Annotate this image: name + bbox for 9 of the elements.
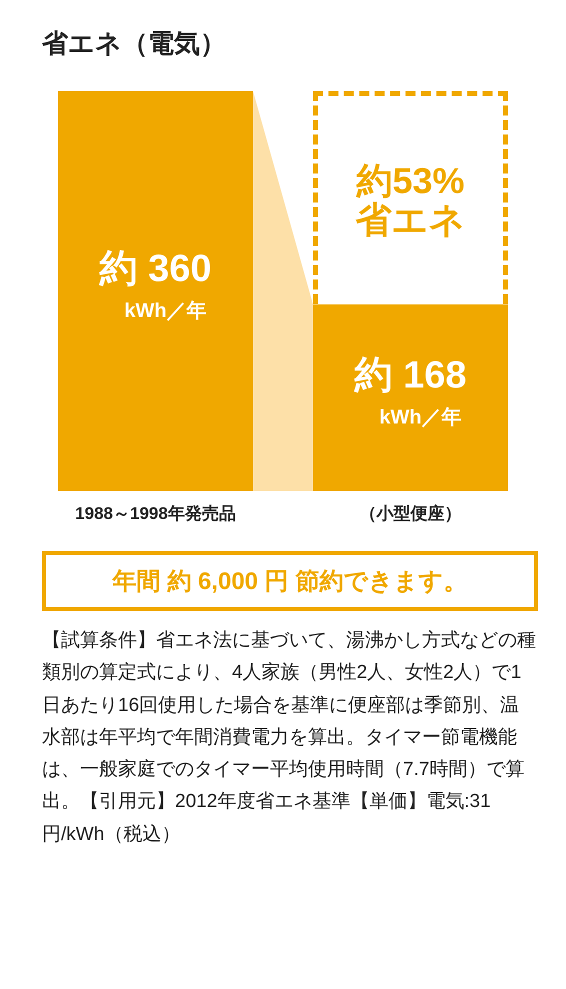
data-label: 約 360 kWh／年 xyxy=(98,248,212,322)
chart-title: 省エネ（電気） xyxy=(41,27,227,60)
data-label: 約 168 kWh／年 xyxy=(354,354,466,429)
dashed-frame: 約53% 省エネ xyxy=(313,91,508,304)
x-tick-label: （小型便座） xyxy=(360,504,462,523)
text: 【試算条件】省エネ法に基づいて、湯沸かし方式などの種類別の算定式により、4人家族（男性2人、女性2人）で1日あたり16回使用した場合を基準に便座部は季節別、温水部は年平均で年間消費電力を算出。タイマー節電機能は、一般家庭でのタイマー平均使用時間（7.7時間）で算出。【引用元】2012年度省エネ基準【単価】電気:31円/kWh（税込） xyxy=(42,629,537,847)
text: 年間 約 6,000 円 節約できます。 xyxy=(42,551,538,611)
annotation: 約53% 省エネ xyxy=(354,160,466,240)
x-tick-label: 1988～1998年発売品 xyxy=(75,504,236,523)
